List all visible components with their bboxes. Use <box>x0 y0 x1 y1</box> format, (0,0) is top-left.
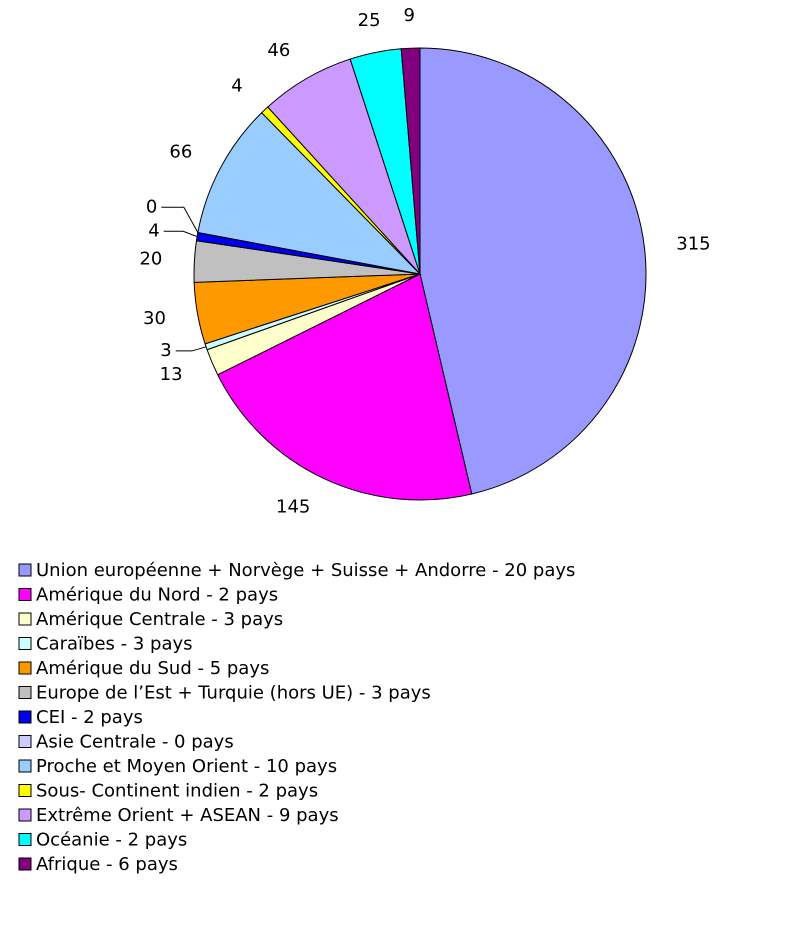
legend-label: Extrême Orient + ASEAN - 9 pays <box>36 805 339 826</box>
pie-slice <box>400 47 421 275</box>
data-label: 0 <box>146 196 157 217</box>
legend-swatch <box>18 661 32 675</box>
leader-line <box>163 230 198 238</box>
legend-swatch <box>18 563 32 577</box>
data-label: 4 <box>148 220 159 241</box>
data-label: 9 <box>404 5 415 26</box>
legend-swatch <box>18 857 32 871</box>
legend-label: Amérique du Nord - 2 pays <box>36 585 278 606</box>
legend-swatch <box>18 759 32 773</box>
legend-label: Union européenne + Norvège + Suisse + An… <box>36 560 575 581</box>
data-label: 13 <box>160 364 183 385</box>
legend-swatch <box>18 808 32 822</box>
legend-swatch <box>18 710 32 724</box>
data-label: 46 <box>267 40 290 61</box>
data-label: 145 <box>276 497 310 518</box>
data-label: 30 <box>143 308 166 329</box>
legend-swatch <box>18 588 32 601</box>
legend-label: Caraïbes - 3 pays <box>36 634 193 655</box>
legend-label: Océanie - 2 pays <box>36 830 187 851</box>
data-label: 66 <box>169 142 192 163</box>
legend-label: Amérique du Sud - 5 pays <box>36 658 269 679</box>
pie-slice <box>217 273 473 501</box>
legend-label: CEI - 2 pays <box>36 707 143 728</box>
legend-swatch <box>18 637 32 650</box>
legend-swatch <box>18 612 32 626</box>
legend-label: Europe de l’Est + Turquie (hors UE) - 3 … <box>36 683 431 704</box>
leader-line <box>161 206 199 233</box>
legend-swatch <box>18 686 32 699</box>
legend-swatch <box>18 833 32 846</box>
legend-swatch <box>18 735 32 748</box>
data-label: 3 <box>160 340 171 361</box>
legend-label: Sous- Continent indien - 2 pays <box>36 781 318 802</box>
pie-slice <box>419 47 647 495</box>
data-label: 4 <box>231 76 242 97</box>
data-label: 20 <box>139 249 162 270</box>
legend-label: Asie Centrale - 0 pays <box>36 732 234 753</box>
legend-label: Afrique - 6 pays <box>36 854 178 875</box>
legend-label: Proche et Moyen Orient - 10 pays <box>36 756 337 777</box>
leader-line <box>175 346 207 352</box>
data-label: 315 <box>676 233 710 254</box>
legend-label: Amérique Centrale - 3 pays <box>36 609 283 630</box>
legend-swatch <box>18 784 32 797</box>
data-label: 25 <box>358 10 381 31</box>
pie-slice <box>197 112 422 275</box>
